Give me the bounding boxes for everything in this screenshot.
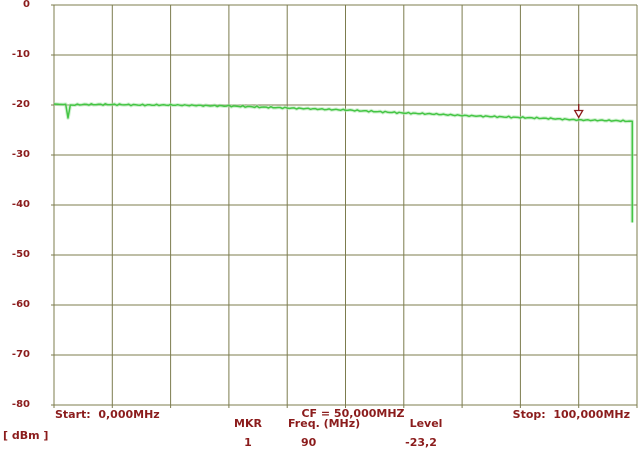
marker-table-header-level: Level [409, 417, 443, 430]
marker-table-value-freq: 90 [301, 436, 317, 449]
signal-trace [53, 102, 635, 223]
grid-lines [51, 4, 638, 408]
marker-table-value-mkr: 1 [244, 436, 252, 449]
start-frequency-label: Start: 0,000MHz [55, 408, 160, 421]
marker-table-value-level: -23,2 [405, 436, 437, 449]
y-axis-tick-label: -30 [11, 149, 30, 160]
marker-1-icon [573, 104, 584, 119]
y-axis-tick-label: 0 [23, 0, 30, 10]
y-axis-tick-label: -70 [11, 349, 30, 360]
y-axis-tick-label: -60 [11, 299, 30, 310]
y-axis-tick-label: -40 [11, 199, 30, 210]
marker-table-header-freq: Freq. (MHz) [288, 417, 361, 430]
y-axis-unit-label: [ dBm ] [3, 429, 49, 442]
marker-table-header-mkr: MKR [234, 417, 262, 430]
center-frequency-label: CF = 50,000MHZ [301, 407, 405, 420]
stop-frequency-label: Stop: 100,000MHz [512, 408, 630, 421]
y-axis-tick-label: -20 [11, 99, 30, 110]
y-axis-tick-label: -50 [11, 249, 30, 260]
y-axis-tick-label: -10 [11, 49, 30, 60]
y-axis-tick-label: -80 [11, 399, 30, 410]
